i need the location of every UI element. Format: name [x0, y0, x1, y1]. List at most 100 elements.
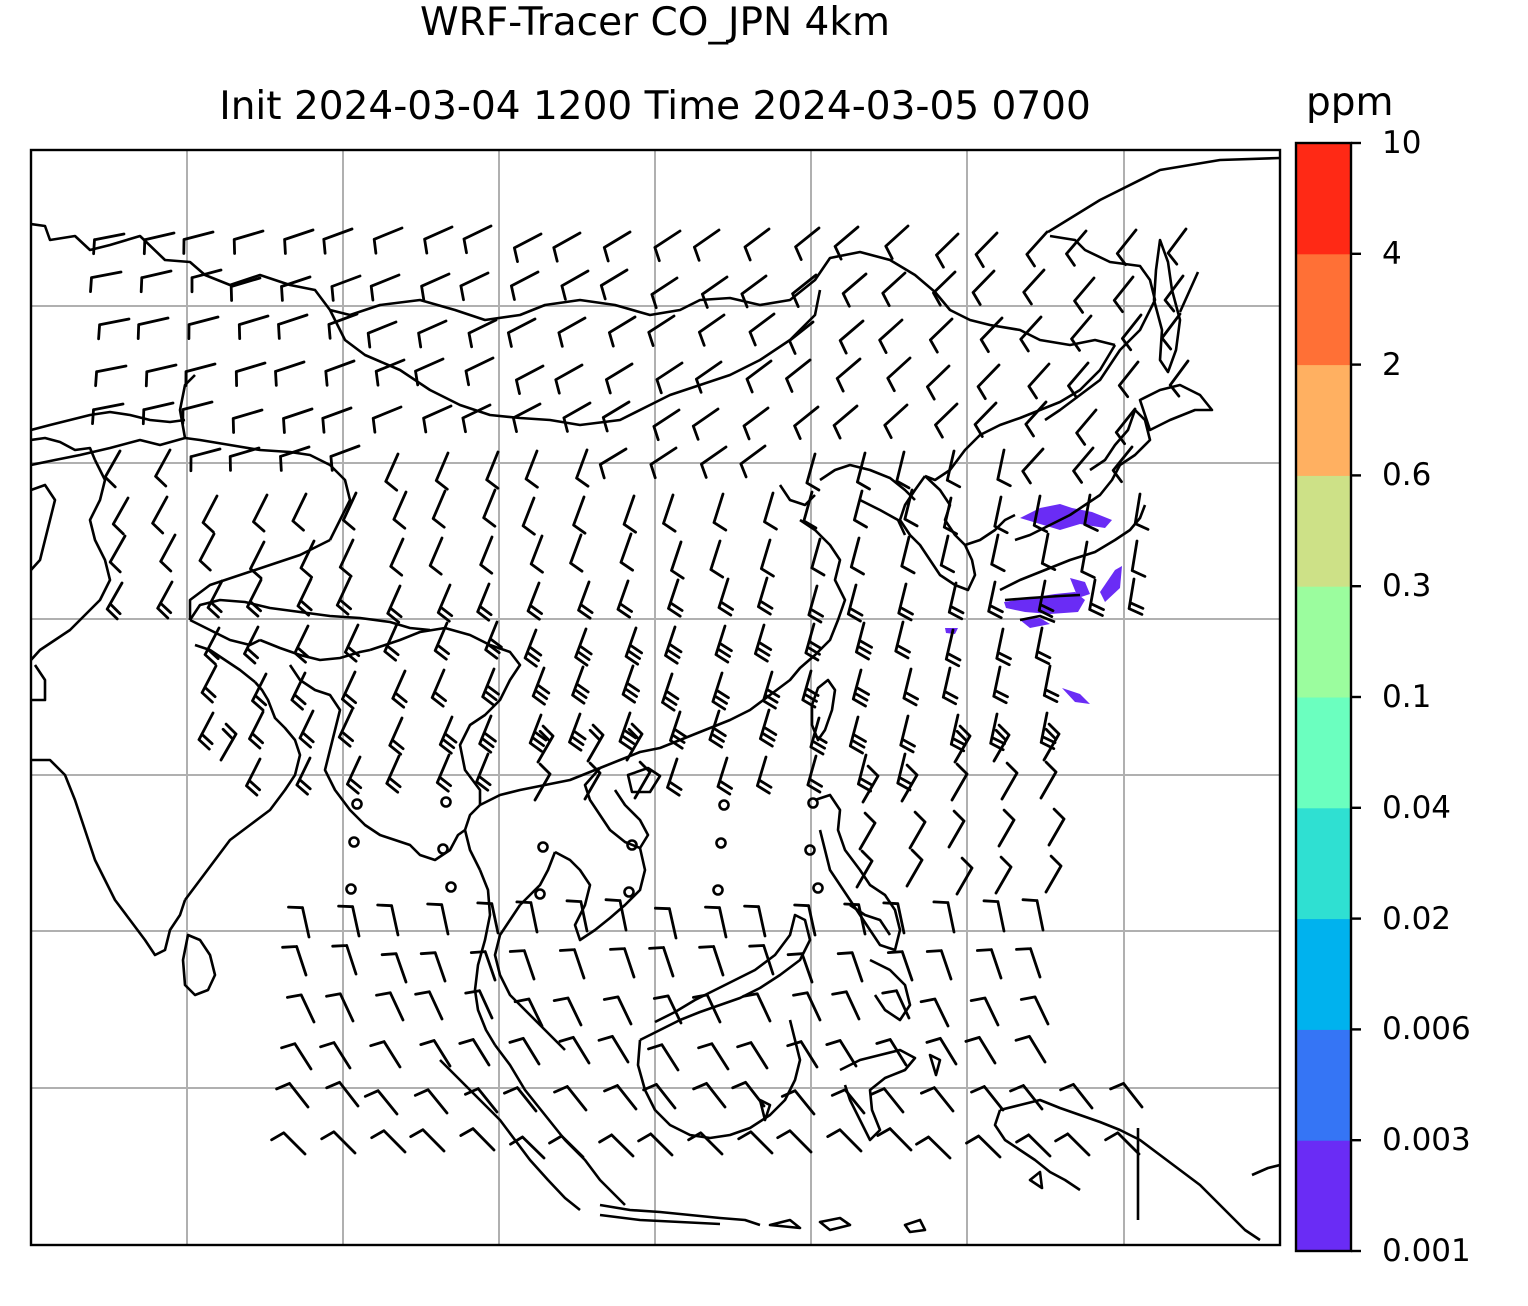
wind-barb — [237, 314, 270, 340]
wind-barb — [895, 450, 911, 490]
wind-barb — [391, 669, 408, 709]
wind-barb — [622, 494, 637, 534]
wind-barb — [925, 949, 953, 981]
wind-barb — [189, 447, 222, 473]
wind-barb — [92, 232, 126, 256]
wind-barb — [423, 225, 454, 255]
calm-wind-circle — [345, 883, 357, 895]
wind-barb — [881, 989, 911, 1020]
wind-barb — [838, 319, 865, 355]
wind-barb — [1083, 493, 1099, 532]
wind-barb — [941, 666, 959, 706]
wind-barb — [583, 761, 602, 801]
wind-barb — [190, 268, 223, 294]
wind-barb — [1073, 276, 1096, 314]
wind-barb — [552, 231, 582, 263]
wind-barb — [950, 762, 969, 802]
wind-barb — [708, 709, 727, 749]
wind-barb — [295, 756, 312, 796]
wind-barb — [344, 623, 361, 663]
wind-barb — [992, 665, 1009, 705]
wind-barb — [1075, 408, 1098, 446]
wind-barb — [932, 900, 956, 934]
wind-barb — [206, 579, 224, 619]
wind-barb — [290, 671, 307, 711]
wind-barb — [414, 357, 445, 387]
wind-barb — [413, 1088, 449, 1115]
map-title-line1: WRF-Tracer CO_JPN 4km — [420, 0, 890, 45]
wind-barb — [836, 951, 864, 983]
wind-barb — [409, 1128, 446, 1153]
wind-barb — [419, 1039, 452, 1068]
wind-barb — [435, 753, 452, 793]
wind-barb — [621, 664, 640, 704]
wind-barb — [228, 446, 261, 472]
wind-barb — [662, 493, 677, 533]
colorbar-segment — [1296, 1140, 1351, 1252]
wind-barb — [908, 810, 927, 850]
wind-barb — [855, 621, 873, 661]
wind-barb — [479, 535, 494, 575]
wind-barb — [187, 315, 220, 340]
wind-barb — [476, 582, 493, 622]
wind-barb — [572, 495, 587, 535]
colorbar-segment — [1296, 1029, 1351, 1141]
wind-barb — [558, 1036, 591, 1065]
wind-barb — [654, 906, 678, 940]
colorbar-tick-label: 2 — [1382, 346, 1402, 383]
coastlines — [31, 156, 1280, 1242]
colorbar-segment — [1296, 253, 1351, 366]
colorbar-segment — [1296, 475, 1351, 587]
wind-barb — [853, 489, 868, 529]
wind-barb — [1065, 229, 1088, 267]
wind-barb — [602, 995, 633, 1026]
wind-barb — [249, 540, 266, 580]
wind-barb — [243, 625, 260, 665]
wind-barb — [426, 902, 450, 936]
wind-barb — [731, 1080, 766, 1108]
wind-barb — [664, 625, 683, 665]
wind-barb — [422, 404, 453, 434]
wind-barb — [973, 401, 998, 438]
wind-barb — [785, 358, 812, 393]
wind-barb — [299, 539, 316, 579]
wind-barb — [648, 946, 675, 978]
wind-barb — [805, 452, 821, 492]
wind-barb — [182, 230, 215, 255]
wind-barb — [757, 576, 774, 616]
wind-barb — [484, 620, 503, 660]
wind-barb — [697, 1042, 730, 1071]
wind-barb — [1009, 1084, 1044, 1111]
wind-barb — [324, 359, 356, 387]
wind-barb — [548, 1134, 585, 1159]
colorbar-tick-label: 0.001 — [1382, 1233, 1471, 1269]
wind-barb — [337, 904, 361, 938]
wind-barb — [369, 1040, 402, 1069]
wind-barb — [939, 534, 955, 574]
wind-barb — [274, 360, 306, 387]
wind-barb — [277, 313, 309, 340]
wind-barb — [560, 269, 590, 301]
wind-barb — [341, 670, 357, 710]
colorbar-tick-label: 0.1 — [1382, 679, 1432, 715]
wind-barb — [478, 714, 497, 754]
wind-barb — [575, 448, 590, 488]
wind-barb — [637, 1132, 674, 1157]
wind-barb — [670, 540, 685, 580]
wind-barb — [856, 451, 871, 491]
calm-wind-circle — [348, 836, 360, 848]
calm-wind-circle — [712, 884, 724, 896]
wind-barb — [882, 901, 906, 935]
wind-barb — [666, 757, 683, 797]
wind-barb — [270, 1131, 307, 1156]
wind-barb — [1015, 947, 1042, 979]
wind-barb — [286, 993, 316, 1024]
calm-wind-circle — [440, 796, 452, 808]
wind-barb — [714, 624, 733, 664]
wind-barb — [469, 950, 497, 982]
wind-barb — [1166, 227, 1188, 266]
wind-barb — [748, 944, 775, 976]
wind-barb — [319, 1041, 352, 1070]
wind-barb — [458, 1038, 491, 1067]
wind-barb — [756, 755, 773, 795]
